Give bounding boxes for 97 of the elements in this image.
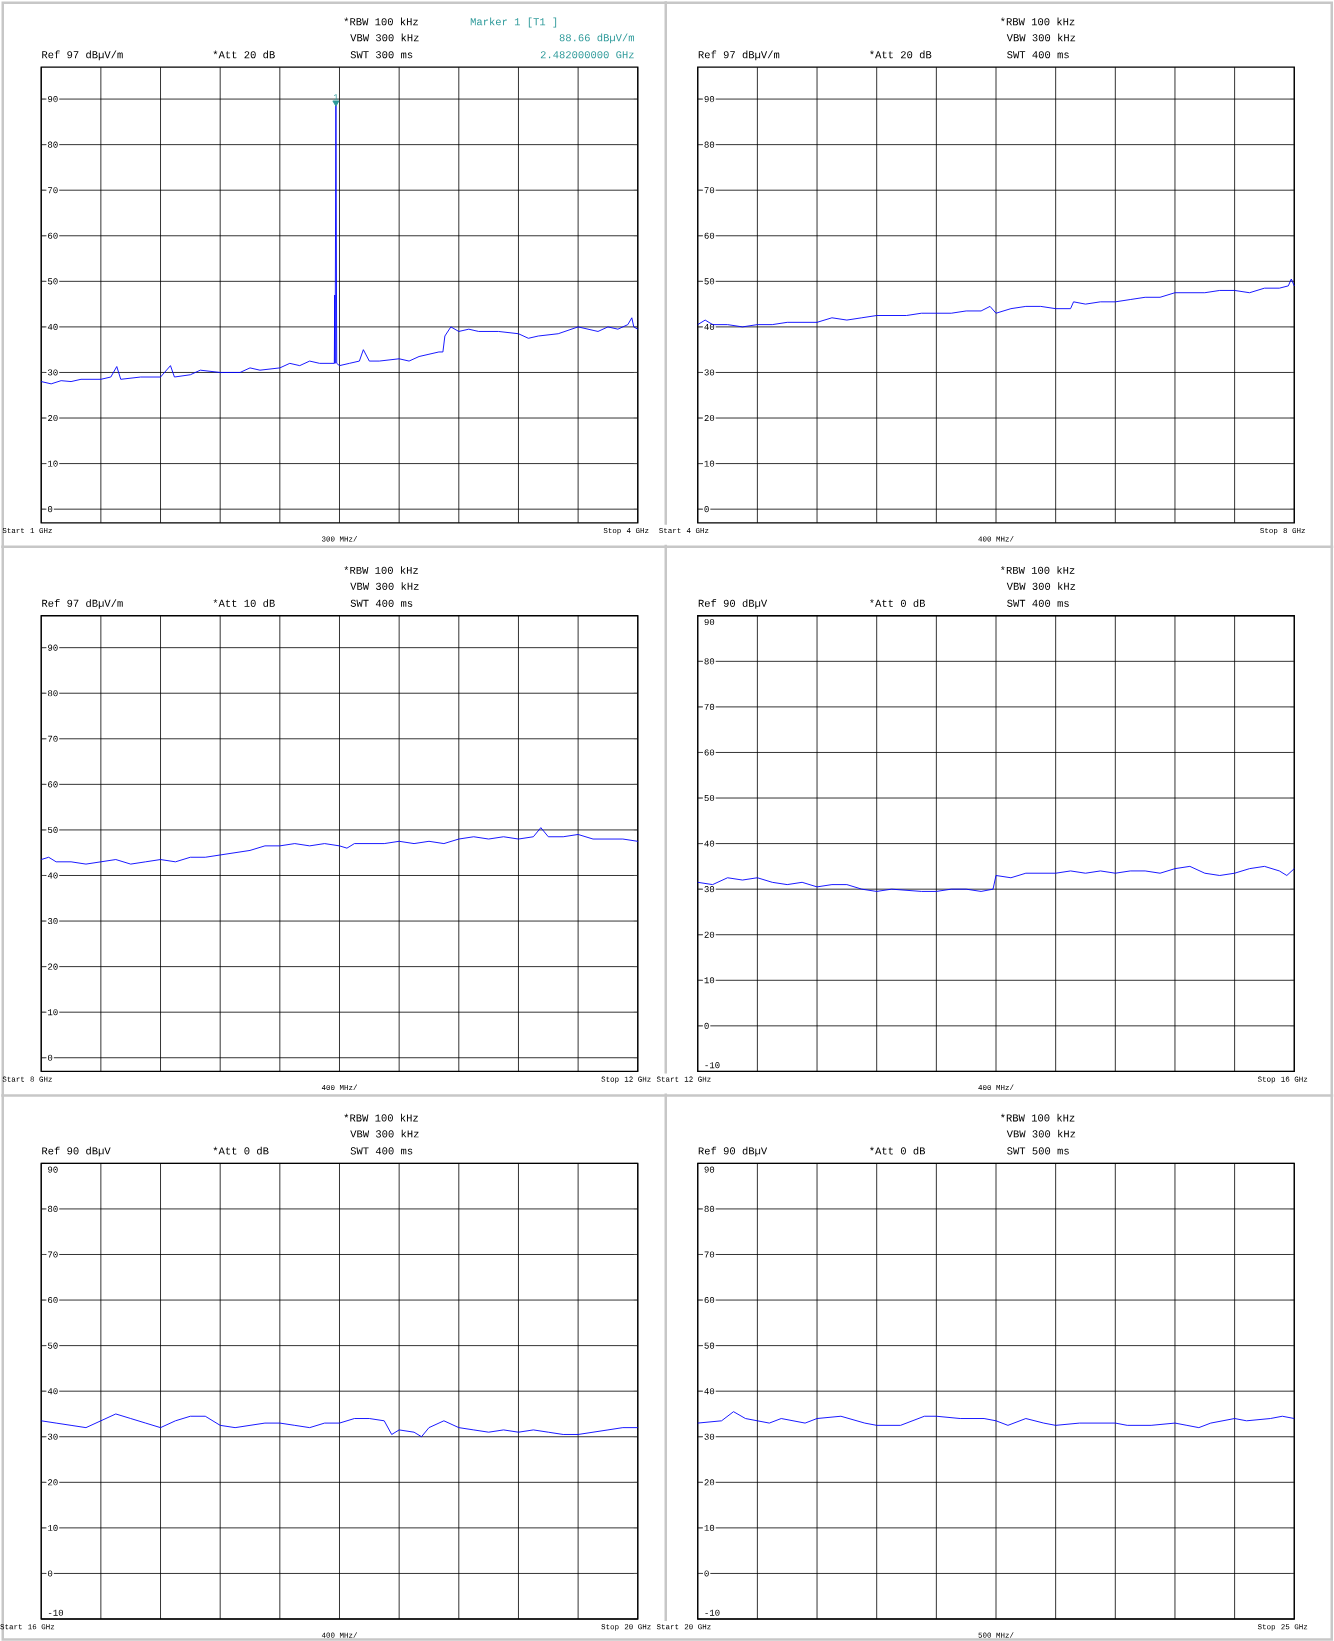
y-tick-label: -10 [705, 1062, 720, 1069]
y-tick-label: 50 [704, 1342, 714, 1349]
text: *RBW 100 kHz [344, 566, 418, 574]
y-tick-label: 40 [704, 840, 714, 847]
y-tick-label: 90 [47, 1166, 58, 1173]
y-tick-label: 20 [47, 963, 58, 970]
y-tick-label: 30 [47, 918, 58, 925]
line-series [40, 1413, 638, 1438]
y-tick-label: 70 [704, 703, 714, 710]
text: *Att 0 dB [213, 1146, 269, 1155]
y-tick-label: 10 [47, 1524, 58, 1531]
y-tick-label: 50 [704, 278, 714, 285]
text: VBW 300 kHz [350, 582, 419, 590]
y-tick-label: 20 [704, 414, 714, 422]
y-tick-label: 0 [704, 1022, 709, 1029]
y-tick-label: 0 [704, 506, 709, 513]
y-tick-label: 20 [47, 1479, 58, 1486]
y-tick-label: -10 [48, 1609, 63, 1616]
text: Ref 90 dBµV [698, 1146, 767, 1157]
y-tick-label: 70 [47, 187, 58, 194]
y-tick-label: 80 [704, 141, 714, 148]
y-tick-label: 60 [47, 781, 58, 788]
text: Ref 97 dBµV/m [42, 599, 123, 609]
text: Ref 97 dBµV/m [42, 50, 123, 61]
y-tick-label: 60 [704, 232, 714, 239]
y-tick-label: 0 [704, 1570, 709, 1577]
y-tick-label: 90 [704, 1166, 714, 1173]
text: *Att 20 dB [869, 50, 932, 59]
text: VBW 300 kHz [350, 33, 419, 42]
text: SWT 500 ms [1006, 1147, 1069, 1155]
y-tick-label: -10 [705, 1609, 720, 1616]
text: *RBW 100 kHz [344, 17, 418, 26]
y-tick-label: 60 [704, 1297, 714, 1304]
text: 88.66 dBµV/m [559, 33, 634, 44]
y-tick-label: 30 [704, 886, 714, 893]
y-tick-label: 40 [47, 323, 58, 330]
y-tick-label: 0 [47, 506, 53, 513]
y-tick-label: 60 [704, 749, 714, 756]
text: *RBW 100 kHz [344, 1113, 418, 1122]
text: VBW 300 kHz [1006, 1129, 1075, 1138]
y-tick-label: 80 [47, 1205, 58, 1212]
y-tick-label: 10 [47, 460, 58, 467]
text: SWT 400 ms [1006, 599, 1069, 607]
text: SWT 400 ms [1006, 51, 1069, 59]
text: SWT 400 ms [350, 599, 413, 607]
y-tick-label: 60 [47, 1297, 58, 1304]
y-tick-label: 50 [47, 278, 58, 285]
text: 2.482000000 GHz [540, 51, 634, 59]
text: *Att 0 dB [869, 1146, 925, 1155]
y-tick-label: 40 [704, 323, 714, 330]
text: *Att 10 dB [213, 599, 275, 607]
y-tick-label: 0 [47, 1570, 53, 1577]
y-tick-label: 50 [47, 1342, 58, 1349]
text: *RBW 100 kHz [1000, 17, 1075, 26]
text: VBW 300 kHz [1006, 33, 1075, 42]
y-tick-label: 20 [47, 414, 58, 422]
y-tick-label: 30 [704, 1433, 714, 1440]
text: VBW 300 kHz [350, 1129, 419, 1138]
text: VBW 300 kHz [1006, 582, 1075, 590]
y-tick-label: 10 [47, 1009, 58, 1016]
text: *Att 20 dB [213, 50, 275, 59]
y-tick-label: 70 [704, 1251, 714, 1258]
y-tick-label: 10 [704, 1524, 714, 1531]
y-tick-label: 50 [704, 794, 714, 802]
y-tick-label: 0 [47, 1054, 53, 1061]
y-tick-label: 30 [704, 369, 714, 376]
y-tick-label: 10 [704, 977, 714, 984]
y-tick-label: 40 [47, 872, 58, 879]
y-tick-label: 90 [704, 618, 714, 626]
text: *RBW 100 kHz [1000, 566, 1075, 574]
text: Ref 97 dBµV/m [698, 50, 779, 61]
y-tick-label: 70 [47, 735, 58, 742]
y-tick-label: 30 [47, 1433, 58, 1440]
text: *RBW 100 kHz [1000, 1113, 1075, 1122]
text: SWT 400 ms [350, 1147, 413, 1155]
text: Ref 90 dBµV [698, 599, 767, 609]
y-tick-label: 90 [704, 96, 714, 103]
y-tick-label: 70 [47, 1251, 58, 1258]
text: Ref 90 dBµV [42, 1146, 111, 1157]
y-tick-label: 60 [47, 232, 58, 239]
text: Marker 1 [T1 ] [470, 17, 556, 28]
y-tick-label: 70 [704, 187, 714, 194]
y-tick-label: 10 [704, 460, 714, 467]
y-tick-label: 80 [47, 690, 58, 697]
y-tick-label: 40 [704, 1388, 714, 1395]
text: SWT 300 ms [350, 51, 413, 59]
y-tick-label: 80 [704, 658, 714, 665]
text: *Att 0 dB [869, 599, 925, 607]
y-tick-label: 90 [47, 644, 58, 651]
y-tick-label: 50 [47, 826, 58, 833]
y-tick-label: 20 [704, 931, 714, 938]
y-tick-label: 20 [704, 1479, 714, 1486]
y-tick-label: 80 [704, 1205, 714, 1212]
y-tick-label: 80 [47, 141, 58, 148]
y-tick-label: 40 [47, 1388, 58, 1395]
y-tick-label: 30 [47, 369, 58, 376]
y-tick-label: 90 [47, 96, 58, 103]
